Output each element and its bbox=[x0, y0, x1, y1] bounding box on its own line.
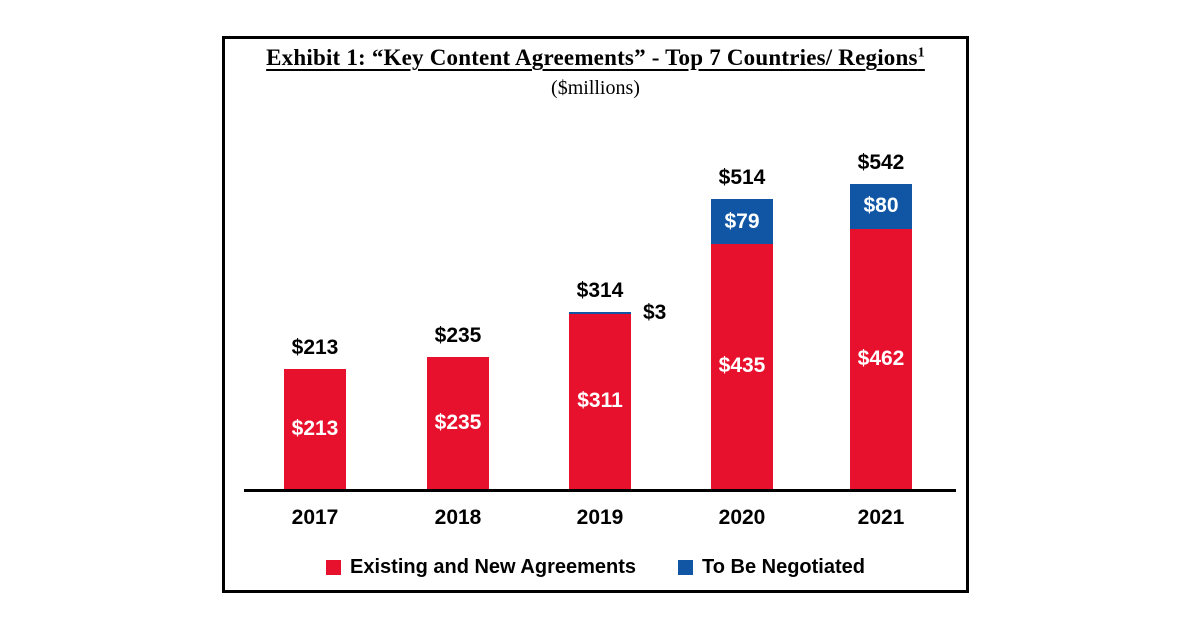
legend-swatch-negotiated-icon bbox=[678, 559, 694, 575]
bar-value-label-existing-2021: $462 bbox=[857, 346, 905, 370]
x-axis-label-2018: 2018 bbox=[434, 506, 482, 529]
exhibit-title-main: Exhibit 1: “Key Content Agreements” - To… bbox=[266, 45, 918, 70]
bar-segment-existing-2017 bbox=[284, 368, 346, 489]
exhibit-title: Exhibit 1: “Key Content Agreements” - To… bbox=[225, 45, 966, 71]
bar-value-label-negotiated-2019: $3 bbox=[643, 300, 667, 324]
bar-value-label-existing-2018: $235 bbox=[434, 410, 482, 434]
exhibit-title-text: Exhibit 1: “Key Content Agreements” - To… bbox=[266, 45, 925, 70]
bar-segment-existing-2020 bbox=[711, 243, 773, 489]
exhibit-subtitle: ($millions) bbox=[551, 77, 640, 99]
bar-value-label-existing-2019: $311 bbox=[577, 389, 623, 413]
bar-value-label-existing-2020: $435 bbox=[718, 354, 766, 378]
bar-segment-negotiated-2021 bbox=[850, 183, 912, 229]
bar-value-label-negotiated-2021: $80 bbox=[863, 194, 899, 218]
bar-segment-negotiated-2019 bbox=[569, 311, 631, 314]
legend-item-negotiated: To Be Negotiated bbox=[678, 556, 865, 579]
bar-segment-existing-2018 bbox=[427, 356, 489, 489]
x-axis-label-2020: 2020 bbox=[718, 506, 766, 529]
bar-total-label-2017: $213 bbox=[291, 335, 339, 359]
bar-segment-negotiated-2020 bbox=[711, 199, 773, 244]
bar-segment-existing-2021 bbox=[850, 228, 912, 489]
x-axis-label-2021: 2021 bbox=[857, 506, 905, 529]
bar-total-label-2018: $235 bbox=[434, 323, 482, 347]
bar-segment-existing-2019 bbox=[569, 313, 631, 489]
bar-total-label-2020: $514 bbox=[718, 166, 766, 190]
legend-label-negotiated: To Be Negotiated bbox=[702, 555, 865, 578]
bar-total-label-2021: $542 bbox=[857, 150, 905, 174]
bar-value-label-negotiated-2020: $79 bbox=[724, 209, 760, 233]
x-axis-label-2017: 2017 bbox=[291, 506, 339, 529]
footnote-marker: 1 bbox=[917, 45, 925, 61]
exhibit-box: Exhibit 1: “Key Content Agreements” - To… bbox=[222, 36, 969, 593]
legend-label-existing: Existing and New Agreements bbox=[350, 555, 637, 578]
legend-item-existing: Existing and New Agreements bbox=[326, 556, 636, 579]
x-axis-label-2019: 2019 bbox=[576, 506, 624, 529]
chart-legend: Existing and New Agreements To Be Negoti… bbox=[225, 551, 966, 583]
bar-total-label-2019: $314 bbox=[576, 278, 624, 302]
legend-swatch-existing-icon bbox=[326, 559, 342, 575]
bar-value-label-existing-2017: $213 bbox=[291, 416, 339, 440]
x-axis-line bbox=[244, 489, 956, 492]
